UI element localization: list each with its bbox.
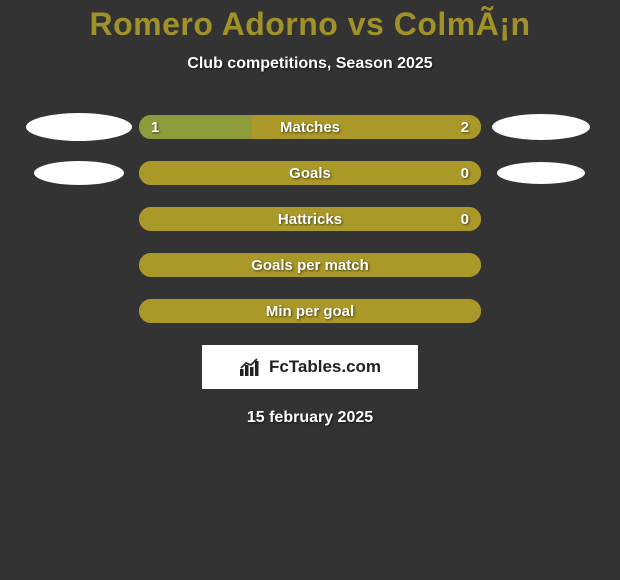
- stats-comparison: Romero Adorno vs ColmÃ¡n Club competitio…: [0, 0, 620, 427]
- right-side: [481, 162, 601, 184]
- player-oval-right: [492, 114, 590, 140]
- stat-bar: Goals per match: [139, 253, 481, 277]
- player-oval-right: [497, 162, 585, 184]
- stat-bar: Min per goal: [139, 299, 481, 323]
- stat-bar: 0Goals: [139, 161, 481, 185]
- stat-row: Min per goal: [0, 299, 620, 323]
- stat-bar: 0Hattricks: [139, 207, 481, 231]
- stat-row: 0Hattricks: [0, 207, 620, 231]
- stat-row: 0Goals: [0, 161, 620, 185]
- stat-bar: 12Matches: [139, 115, 481, 139]
- player-oval-left: [26, 113, 132, 141]
- page-title: Romero Adorno vs ColmÃ¡n: [0, 6, 620, 43]
- attribution-text: FcTables.com: [269, 357, 381, 377]
- date-text: 15 february 2025: [0, 409, 620, 427]
- chart-icon: [239, 357, 263, 377]
- stat-label: Min per goal: [139, 299, 481, 323]
- stat-label: Goals: [139, 161, 481, 185]
- player-oval-left: [34, 161, 124, 185]
- stat-rows: 12Matches 0Goals 0Hattricks Goals per match…: [0, 115, 620, 323]
- subtitle: Club competitions, Season 2025: [0, 55, 620, 73]
- stat-label: Goals per match: [139, 253, 481, 277]
- stat-label: Matches: [139, 115, 481, 139]
- stat-row: Goals per match: [0, 253, 620, 277]
- right-side: [481, 114, 601, 140]
- stat-row: 12Matches: [0, 115, 620, 139]
- stat-label: Hattricks: [139, 207, 481, 231]
- attribution-box: FcTables.com: [202, 345, 418, 389]
- left-side: [19, 161, 139, 185]
- left-side: [19, 113, 139, 141]
